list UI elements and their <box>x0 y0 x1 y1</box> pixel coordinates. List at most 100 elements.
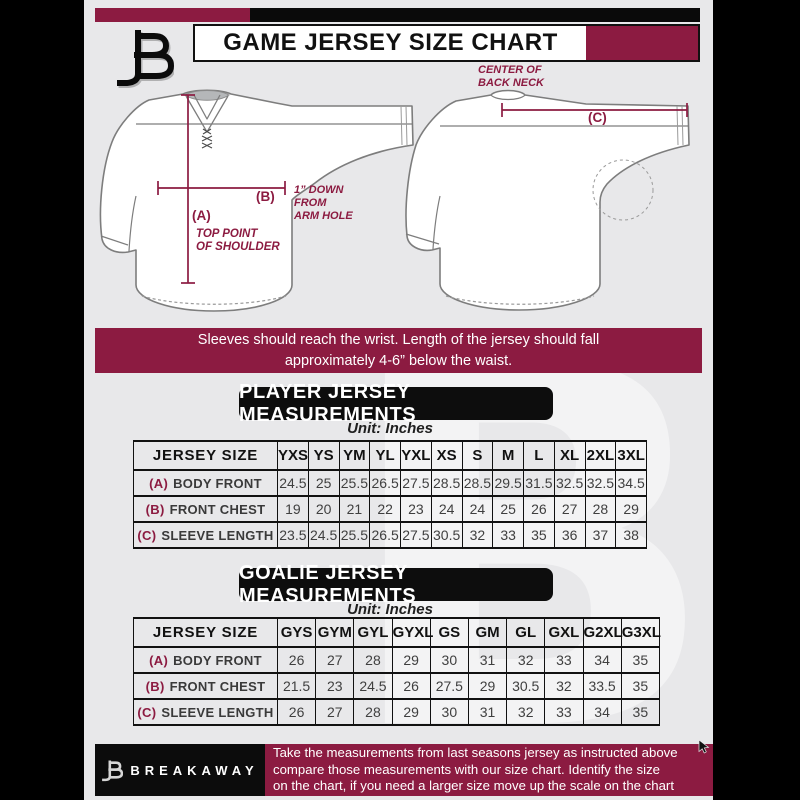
size-chart-page: B GAME JERSEY SIZE CHART <box>84 0 713 800</box>
measurement-value: 30.5 <box>506 672 546 700</box>
measurement-value: 32 <box>506 646 546 674</box>
fit-notice-line1: Sleeves should reach the wrist. Length o… <box>197 331 600 348</box>
measurement-value: 34 <box>582 698 622 726</box>
measurement-value: 32.5 <box>584 469 617 497</box>
measurement-value: 35 <box>620 646 661 674</box>
size-column-header: GM <box>467 617 508 648</box>
measurement-value: 30 <box>429 646 469 674</box>
measurement-value: 26 <box>523 495 555 523</box>
measurement-value: 26.5 <box>369 469 401 497</box>
fit-notice-banner: Sleeves should reach the wrist. Length o… <box>95 328 702 373</box>
goalie-measurements-table-grid: JERSEY SIZE GYS GYM GYL GYXL GS GM GL GXL G2XL G3X… <box>133 617 661 726</box>
footer-instructions-line1: Take the measurements from last seasons … <box>273 745 678 761</box>
size-column-header: YXS <box>277 440 309 471</box>
size-column-header: XL <box>553 440 586 471</box>
row-label: (C) SLEEVE LENGTH <box>133 521 278 549</box>
size-column-header: GYS <box>276 617 317 648</box>
row-label-text: FRONT CHEST <box>169 501 266 517</box>
size-column-header: XS <box>430 440 463 471</box>
header-top-bar <box>95 8 700 22</box>
size-column-header: S <box>461 440 494 471</box>
row-letter-tag: (B) <box>145 678 165 694</box>
player-unit-label: Unit: Inches <box>347 420 433 437</box>
measurement-value: 33 <box>492 521 524 549</box>
row-label: (B) FRONT CHEST <box>133 495 278 523</box>
footer-instructions: Take the measurements from last seasons … <box>265 744 713 796</box>
fit-notice-line2: approximately 4-6” below the waist. <box>284 352 513 369</box>
measurement-value: 28 <box>353 646 393 674</box>
measurement-value: 27.5 <box>400 469 432 497</box>
title-banner: GAME JERSEY SIZE CHART <box>193 24 700 62</box>
measurement-value: 32 <box>506 698 546 726</box>
measurement-value: 34 <box>582 646 622 674</box>
measurement-value: 24 <box>461 495 494 523</box>
measurement-value: 37 <box>584 521 617 549</box>
player-section-title: PLAYER JERSEY MEASUREMENTS <box>239 381 553 426</box>
row-letter-tag: (B) <box>145 501 165 517</box>
center-of-back-neck-label: CENTER OF BACK NECK <box>478 64 544 89</box>
armpit-seam-circle <box>592 159 654 221</box>
measurement-value: 29 <box>391 698 431 726</box>
measurement-value: 32 <box>544 672 584 700</box>
measure-c-tag: (C) <box>588 110 607 125</box>
size-column-header: GL <box>506 617 546 648</box>
player-measurements-table: JERSEY SIZE YXS YS YM YL YXL XS S M L XL 2XL 3XL (A) B… <box>133 440 647 549</box>
measurement-value: 33.5 <box>582 672 622 700</box>
measurement-value: 23.5 <box>277 521 309 549</box>
row-label: (B) FRONT CHEST <box>133 672 278 700</box>
measurement-value: 38 <box>615 521 647 549</box>
row-label-text: FRONT CHEST <box>169 678 266 694</box>
footer-instructions-line3: on the chart, if you need a larger size … <box>273 778 674 794</box>
collar-laces-icon <box>201 128 213 149</box>
row-label-text: BODY FRONT <box>173 652 262 668</box>
measurement-value: 26.5 <box>369 521 401 549</box>
measurement-value: 24.5 <box>353 672 393 700</box>
measurement-value: 29.5 <box>492 469 524 497</box>
size-column-header: G3XL <box>620 617 661 648</box>
measurement-value: 30 <box>429 698 469 726</box>
row-letter-tag: (A) <box>149 475 169 491</box>
breakaway-b-logo <box>117 30 174 88</box>
size-column-header: 2XL <box>584 440 617 471</box>
row-label-text: SLEEVE LENGTH <box>161 527 274 543</box>
measurement-value: 23 <box>400 495 432 523</box>
size-column-header: YXL <box>400 440 432 471</box>
measurement-value: 27.5 <box>429 672 469 700</box>
size-column-header: GS <box>429 617 469 648</box>
size-column-header: GYXL <box>391 617 433 648</box>
measurement-value: 33 <box>544 698 584 726</box>
measurement-value: 26 <box>391 672 431 700</box>
page-title: GAME JERSEY SIZE CHART <box>223 29 558 56</box>
jersey-size-header: JERSEY SIZE <box>133 617 278 648</box>
measurement-value: 23 <box>315 672 355 700</box>
measurement-value: 26 <box>276 646 317 674</box>
measurement-value: 35 <box>620 672 661 700</box>
measurement-value: 28.5 <box>430 469 463 497</box>
title-banner-maroon-block <box>586 26 698 60</box>
row-label-text: SLEEVE LENGTH <box>161 704 274 720</box>
row-label-text: BODY FRONT <box>173 475 262 491</box>
measurement-value: 35 <box>523 521 555 549</box>
row-letter-tag: (C) <box>137 527 157 543</box>
measurement-value: 29 <box>615 495 647 523</box>
back-measurement-line <box>501 103 688 117</box>
back-jersey-drawing <box>405 89 690 311</box>
measurement-value: 27 <box>315 698 355 726</box>
jersey-diagrams <box>99 89 690 312</box>
brand-name: BREAKAWAY <box>130 762 259 778</box>
jersey-size-header: JERSEY SIZE <box>133 440 278 471</box>
size-column-header: 3XL <box>615 440 647 471</box>
size-column-header: GYM <box>315 617 355 648</box>
measurement-value: 36 <box>553 521 586 549</box>
measurement-value: 31 <box>467 646 508 674</box>
mouse-cursor <box>698 740 710 754</box>
row-letter-tag: (A) <box>149 652 169 668</box>
measurement-value: 25 <box>492 495 524 523</box>
measurement-value: 30.5 <box>430 521 463 549</box>
measurement-value: 29 <box>467 672 508 700</box>
size-column-header: GXL <box>544 617 584 648</box>
top-point-of-shoulder-label: TOP POINT OF SHOULDER <box>196 228 280 253</box>
footer: BREAKAWAY Take the measurements from las… <box>95 744 713 796</box>
measurement-value: 28.5 <box>461 469 494 497</box>
measure-a-tag: (A) <box>192 208 211 223</box>
